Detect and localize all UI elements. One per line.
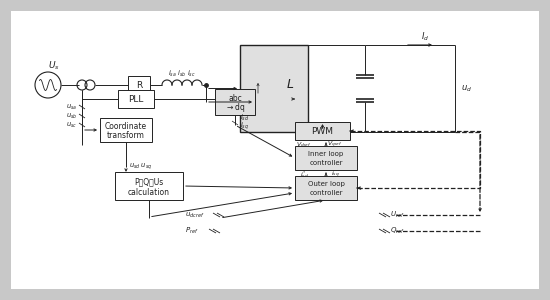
Text: controller: controller bbox=[309, 160, 343, 166]
Text: $Q_{ref}$: $Q_{ref}$ bbox=[390, 226, 405, 236]
Text: PLL: PLL bbox=[128, 94, 144, 103]
Text: $i_{sd}$: $i_{sd}$ bbox=[240, 113, 250, 123]
Text: $I_d$: $I_d$ bbox=[421, 31, 429, 43]
Text: $u_{sb}$: $u_{sb}$ bbox=[65, 111, 77, 121]
Bar bbox=[118, 90, 154, 108]
Text: Inner loop: Inner loop bbox=[309, 152, 344, 158]
Text: Outer loop: Outer loop bbox=[307, 182, 344, 188]
Text: R: R bbox=[136, 80, 142, 89]
Bar bbox=[115, 172, 183, 200]
Bar bbox=[240, 45, 308, 132]
Text: abc: abc bbox=[228, 94, 242, 103]
Bar bbox=[100, 118, 152, 142]
Text: $V_{dref}$: $V_{dref}$ bbox=[296, 140, 312, 149]
Text: controller: controller bbox=[309, 190, 343, 196]
Text: transform: transform bbox=[107, 131, 145, 140]
Text: $u_{sd}\ u_{sq}$: $u_{sd}\ u_{sq}$ bbox=[129, 162, 153, 172]
Text: $i_{sa}\ i_{sb}\ i_{sc}$: $i_{sa}\ i_{sb}\ i_{sc}$ bbox=[168, 69, 196, 79]
Bar bbox=[295, 122, 350, 140]
Bar bbox=[128, 76, 150, 94]
Bar bbox=[295, 146, 357, 170]
Text: $i_{sq}$: $i_{sq}$ bbox=[240, 120, 250, 132]
Text: $V_{qref}$: $V_{qref}$ bbox=[327, 140, 343, 150]
Text: $\rightarrow$dq: $\rightarrow$dq bbox=[225, 101, 245, 114]
Text: PWM: PWM bbox=[311, 127, 333, 136]
Text: $P_{ref}$: $P_{ref}$ bbox=[185, 226, 199, 236]
Text: $u_{sa}$: $u_{sa}$ bbox=[66, 102, 77, 112]
Text: calculation: calculation bbox=[128, 188, 170, 197]
Text: $i_{sq}$: $i_{sq}$ bbox=[331, 170, 339, 180]
Bar bbox=[295, 176, 357, 200]
Text: $u_{dcref}$: $u_{dcref}$ bbox=[185, 210, 205, 220]
Text: $U_{ref}$: $U_{ref}$ bbox=[390, 210, 404, 220]
Text: $u_d$: $u_d$ bbox=[461, 83, 472, 94]
Text: L: L bbox=[287, 77, 294, 91]
Text: P、Q、Us: P、Q、Us bbox=[134, 177, 164, 186]
Bar bbox=[215, 89, 255, 115]
Text: Coordinate: Coordinate bbox=[105, 122, 147, 131]
Text: $u_{sc}$: $u_{sc}$ bbox=[66, 120, 77, 130]
Text: $U_s$: $U_s$ bbox=[48, 60, 60, 72]
Text: $i_{sd}^*$: $i_{sd}^*$ bbox=[300, 169, 309, 180]
